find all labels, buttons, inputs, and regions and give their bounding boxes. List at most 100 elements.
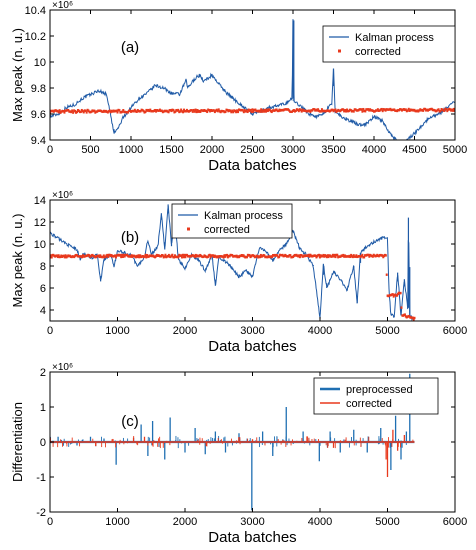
series-1-point-369 — [404, 108, 407, 111]
series-1-point-256 — [271, 255, 274, 259]
legend-box — [313, 377, 439, 415]
x-tick-label: 3500 — [321, 144, 345, 156]
x-tick-label: 1500 — [159, 144, 183, 156]
series-1-point-154 — [182, 255, 185, 259]
series-1-point-81 — [119, 253, 122, 257]
series-1-point-308 — [346, 108, 348, 111]
series-1-point-404 — [399, 291, 402, 295]
series-1-point-208 — [249, 108, 252, 112]
x-tick-label: 3000 — [281, 144, 305, 156]
series-1-point-201 — [242, 110, 245, 114]
series-1-point-418 — [452, 109, 455, 112]
series-1-point-22 — [70, 110, 73, 114]
y-tick-label: 10 — [34, 57, 46, 69]
series-1-point-26 — [74, 109, 77, 113]
series-1-point-346 — [349, 255, 352, 259]
series-1-point-156 — [199, 110, 202, 113]
series-1-point-141 — [171, 253, 174, 257]
series-1-point-143 — [173, 256, 176, 259]
x-tick-label: 6000 — [443, 516, 467, 528]
series-1-point-419 — [412, 318, 415, 321]
series-1-point-93 — [129, 255, 132, 258]
series-1-point-418 — [411, 316, 414, 319]
series-1-point-62 — [108, 109, 111, 112]
series-1-point-8 — [55, 254, 58, 257]
series-1-point-281 — [319, 110, 322, 113]
series-1-point-368 — [368, 255, 371, 258]
series-1-point-248 — [288, 109, 291, 112]
series-1-point-306 — [314, 254, 317, 257]
series-1-point-419 — [453, 107, 455, 111]
series-1-point-158 — [186, 253, 189, 257]
series-1-point-258 — [297, 109, 300, 113]
x-tick-label: 0 — [47, 144, 53, 156]
plot-marks — [50, 19, 455, 140]
series-0-line — [50, 19, 455, 140]
series-1-point-329 — [334, 255, 337, 259]
x-tick-label: 500 — [81, 144, 99, 156]
series-1-point-104 — [149, 108, 152, 112]
series-1-point-87 — [132, 110, 135, 113]
series-1-point-137 — [167, 253, 170, 257]
series-1-point-264 — [278, 255, 281, 259]
series-1-point-409 — [403, 313, 406, 316]
panel-c-chart: 0 1000 2000 3000 4000 5000 6000 -2 -1 0 1 2 ×10⁶ Data… — [10, 362, 467, 546]
series-1-point-277 — [289, 254, 292, 257]
series-1-point-255 — [294, 109, 297, 112]
series-1-point-130 — [161, 254, 164, 257]
series-1-point-347 — [350, 253, 353, 257]
series-1-point-242 — [259, 255, 262, 259]
series-1-point-58 — [99, 254, 102, 257]
series-1-point-324 — [361, 110, 364, 113]
series-1-point-110 — [155, 110, 158, 113]
series-1-point-167 — [193, 255, 196, 259]
series-1-point-109 — [154, 108, 157, 112]
x-tick-label: 4000 — [308, 516, 332, 528]
series-1-point-204 — [226, 253, 229, 257]
y-tick-label: 0 — [40, 437, 46, 449]
series-1-point-97 — [142, 109, 145, 113]
series-1-point-151 — [180, 254, 183, 257]
x-tick-label: 4000 — [362, 144, 386, 156]
series-1-point-195 — [237, 110, 240, 114]
series-1-point-396 — [392, 295, 395, 298]
series-1-point-46 — [93, 109, 96, 112]
series-1-point-67 — [107, 255, 110, 258]
y-axis-label: Max peak (n. u.) — [10, 214, 25, 308]
series-1-point-153 — [181, 253, 184, 257]
series-1-point-136 — [180, 108, 183, 111]
series-1-point-360 — [361, 253, 364, 257]
series-1-point-14 — [62, 110, 65, 113]
series-1-point-298 — [307, 253, 310, 257]
series-1-point-412 — [446, 109, 449, 113]
x-tick-label: 5000 — [375, 325, 399, 337]
legend-entry: corrected — [355, 46, 401, 58]
series-1-point-133 — [164, 253, 167, 257]
series-1-point-171 — [213, 110, 216, 114]
series-1-point-261 — [300, 110, 303, 113]
series-1-point-316 — [323, 255, 326, 258]
series-1-point-116 — [160, 109, 163, 112]
series-1-point-344 — [380, 107, 383, 111]
series-1-point-133 — [177, 108, 180, 112]
series-1-point-152 — [180, 256, 183, 259]
legend-swatch-point — [187, 227, 190, 231]
series-1-point-371 — [406, 109, 409, 112]
series-1-point-81 — [127, 111, 130, 114]
series-1-point-190 — [232, 110, 235, 114]
series-1-point-173 — [215, 108, 218, 112]
series-1-point-17 — [63, 256, 66, 259]
series-1-point-15 — [63, 111, 66, 114]
panel-label: (b) — [121, 229, 139, 246]
series-1-point-1 — [50, 254, 52, 257]
series-1-point-94 — [139, 109, 142, 113]
series-1-point-201 — [223, 254, 226, 257]
series-1-point-372 — [371, 255, 374, 258]
series-1-point-219 — [260, 108, 263, 111]
series-1-point-110 — [144, 253, 147, 257]
series-1-point-40 — [87, 109, 90, 112]
panel-b-chart: 0 1000 2000 3000 4000 5000 6000 4 6 8 10 12 14 ×10⁶ Da… — [10, 190, 467, 355]
series-1-point-420 — [413, 316, 416, 320]
x-tick-label: 6000 — [443, 325, 467, 337]
series-1-point-315 — [352, 110, 355, 113]
